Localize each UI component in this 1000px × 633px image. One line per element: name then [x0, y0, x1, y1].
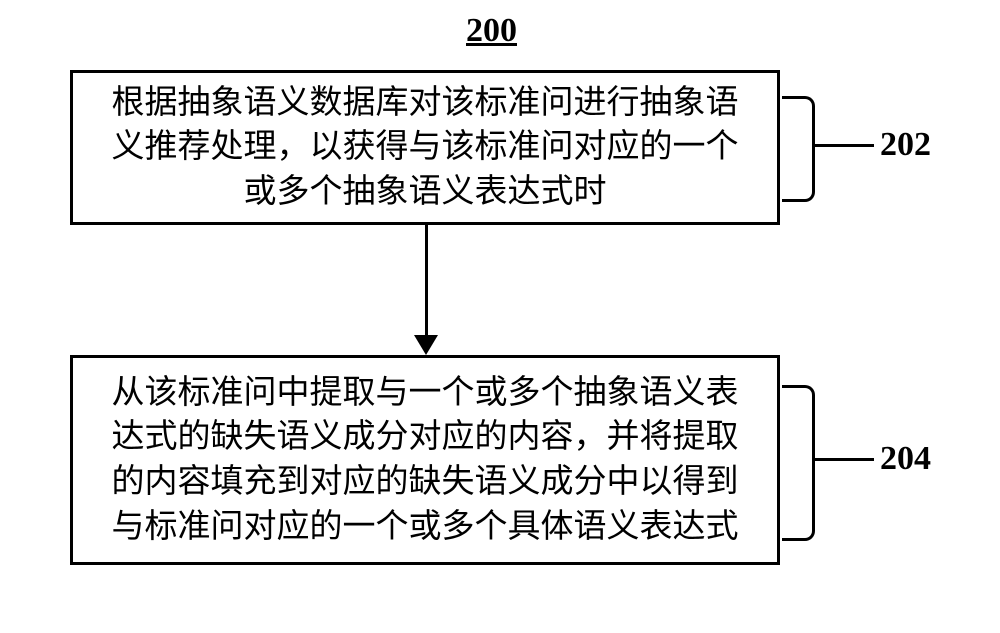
flow-node-202-text: 根据抽象语义数据库对该标准问进行抽象语 义推荐处理，以获得与该标准问对应的一个 …	[112, 81, 739, 215]
connector-202	[782, 96, 815, 202]
flow-node-204: 从该标准问中提取与一个或多个抽象语义表 达式的缺失语义成分对应的内容，并将提取 …	[70, 355, 780, 565]
edge-202-204-arrow	[414, 335, 438, 355]
flowchart-canvas: 200 根据抽象语义数据库对该标准问进行抽象语 义推荐处理，以获得与该标准问对应…	[0, 0, 1000, 633]
flow-node-202: 根据抽象语义数据库对该标准问进行抽象语 义推荐处理，以获得与该标准问对应的一个 …	[70, 70, 780, 225]
connector-202-tail	[812, 144, 874, 147]
label-202: 202	[880, 126, 931, 164]
connector-204	[782, 385, 815, 541]
label-204: 204	[880, 440, 931, 478]
connector-204-tail	[812, 458, 874, 461]
flow-node-204-text: 从该标准问中提取与一个或多个抽象语义表 达式的缺失语义成分对应的内容，并将提取 …	[112, 371, 739, 549]
figure-number: 200	[466, 12, 517, 50]
edge-202-204-line	[425, 225, 428, 337]
